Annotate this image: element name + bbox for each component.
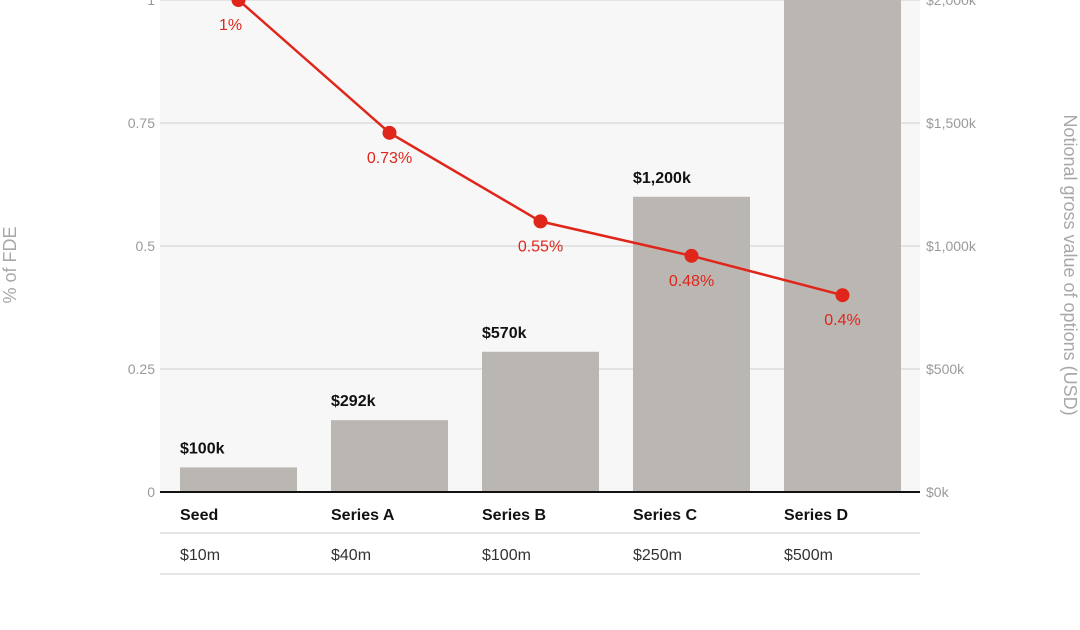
fde-data-label: 1% (219, 17, 242, 34)
left-tick-label: 0 (147, 484, 155, 500)
fde-data-label: 0.48% (669, 273, 714, 290)
category-label: Seed (180, 507, 218, 524)
fde-data-label: 0.55% (518, 238, 563, 255)
category-label: Series A (331, 507, 395, 524)
left-axis-title: % of FDE (0, 226, 20, 303)
right-tick-label: $1,500k (926, 115, 977, 131)
bar-series-a (331, 420, 448, 492)
bar-data-label: $100k (180, 440, 225, 457)
bar-data-label: $292k (331, 393, 376, 410)
bar-data-label: $1,200k (633, 170, 691, 187)
right-tick-label: $2,000k (926, 0, 977, 8)
left-tick-label: 0.25 (128, 361, 155, 377)
fde-point (382, 125, 397, 140)
valuation-label: $250m (633, 547, 682, 564)
fde-point (231, 0, 246, 7)
left-tick-label: 1 (147, 0, 155, 8)
valuation-label: $500m (784, 547, 833, 564)
left-tick-label: 0.5 (136, 238, 156, 254)
fde-point (684, 248, 699, 263)
fde-point (835, 288, 850, 303)
left-tick-label: 0.75 (128, 115, 155, 131)
category-label: Series D (784, 507, 848, 524)
bar-series-d (784, 0, 901, 492)
category-label: Series C (633, 507, 697, 524)
bar-data-label: $570k (482, 325, 527, 342)
bar-seed (180, 467, 297, 492)
valuation-label: $40m (331, 547, 371, 564)
valuation-label: $10m (180, 547, 220, 564)
fde-data-label: 0.73% (367, 150, 412, 167)
right-axis-title: Notional gross value of options (USD) (1060, 114, 1080, 415)
fde-point (533, 214, 548, 229)
bar-series-b (482, 351, 599, 492)
right-tick-label: $500k (926, 361, 965, 377)
category-label: Series B (482, 507, 546, 524)
right-tick-label: $0k (926, 484, 950, 500)
right-tick-label: $1,000k (926, 238, 977, 254)
valuation-label: $100m (482, 547, 531, 564)
bar-series-c (633, 196, 750, 493)
fde-data-label: 0.4% (824, 312, 860, 329)
